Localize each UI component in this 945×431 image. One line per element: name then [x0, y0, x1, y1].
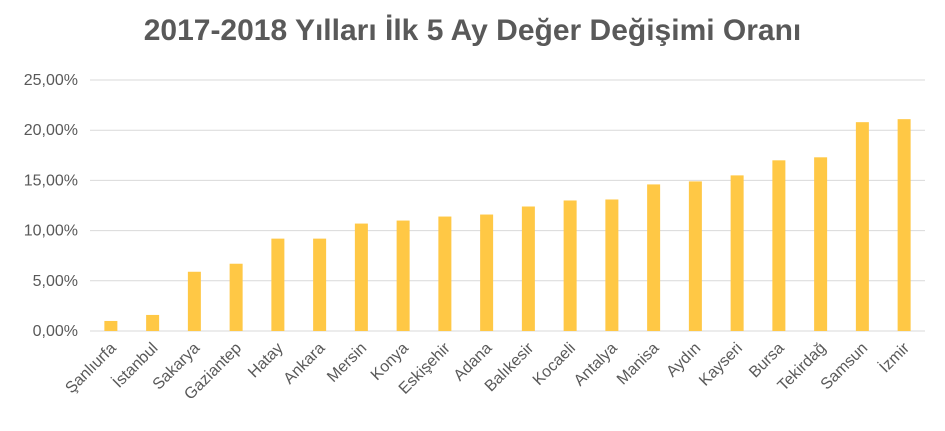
x-tick-label: Samsun: [818, 340, 872, 394]
y-tick-label: 20,00%: [24, 122, 78, 139]
bar: [730, 175, 744, 331]
x-tick-label: Ankara: [281, 340, 329, 388]
x-tick-label: İzmir: [875, 338, 913, 376]
x-tick-label: Manisa: [614, 340, 663, 389]
bar: [187, 271, 201, 331]
bar: [480, 214, 494, 331]
bar: [647, 184, 661, 331]
bar: [104, 320, 118, 331]
bar: [146, 314, 160, 331]
bar: [438, 216, 452, 331]
chart-title: 2017-2018 Yılları İlk 5 Ay Değer Değişim…: [143, 14, 802, 47]
bar: [688, 181, 702, 331]
x-tick-label: Antalya: [571, 340, 621, 390]
bar: [814, 157, 828, 331]
x-tick-label: Kocaeli: [530, 340, 579, 389]
bar: [313, 238, 327, 331]
bar: [271, 238, 285, 331]
bar: [605, 199, 619, 331]
y-tick-label: 0,00%: [33, 323, 78, 340]
x-tick-label: Kayseri: [696, 340, 746, 390]
x-tick-label: Şanlıurfa: [62, 340, 119, 397]
bar: [772, 160, 786, 331]
y-tick-label: 15,00%: [24, 172, 78, 189]
y-tick-label: 5,00%: [33, 273, 78, 290]
bar: [521, 206, 535, 331]
bar: [855, 122, 869, 331]
x-tick-label: Mersin: [324, 340, 370, 386]
bar: [563, 200, 577, 331]
bar: [396, 220, 410, 331]
y-tick-label: 25,00%: [24, 72, 78, 89]
bar: [897, 119, 911, 331]
bar: [354, 223, 368, 331]
y-tick-label: 10,00%: [24, 223, 78, 240]
bar: [229, 263, 243, 331]
